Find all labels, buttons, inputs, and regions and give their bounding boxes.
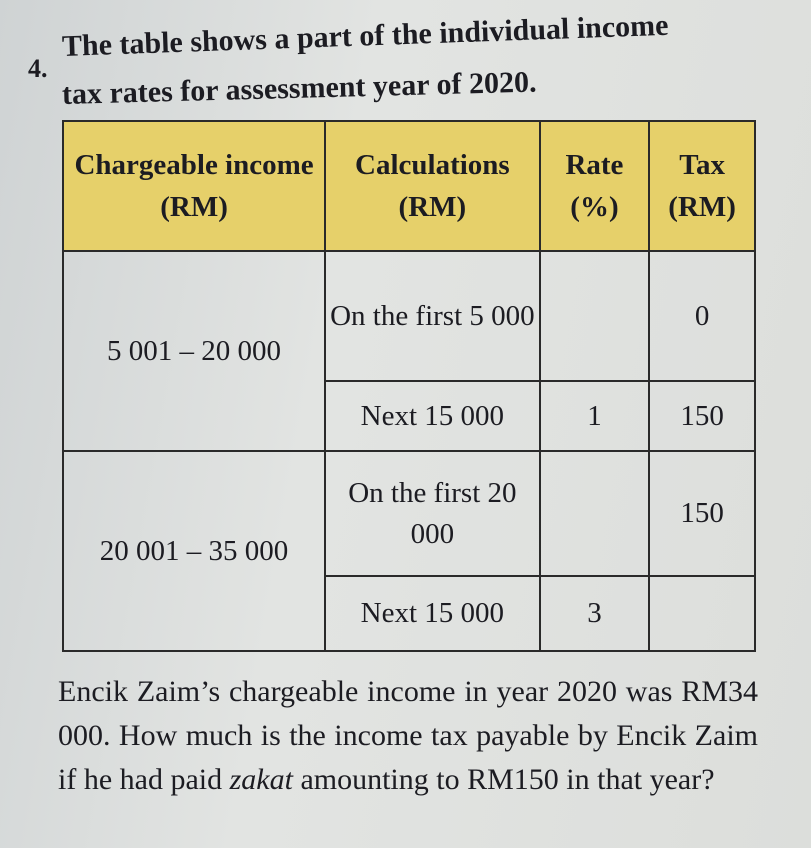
tax-cell (648, 575, 756, 652)
question-paragraph: Encik Zaim’s chargeable income in year 2… (58, 670, 758, 802)
income-cell: 20 001 – 35 000 (61, 450, 327, 652)
table-row: 5 001 – 20 000 On the first 5 000 0 (61, 250, 756, 452)
header-calculations: Calculations (RM) (324, 120, 541, 252)
header-income: Chargeable income (RM) (61, 120, 327, 252)
calc-cell: Next 15 000 (324, 575, 541, 652)
rate-cell (538, 450, 651, 577)
table-header-row: Chargeable income (RM) Calculations (RM)… (61, 120, 756, 252)
tax-cell: 0 (648, 250, 756, 382)
rate-cell: 3 (538, 575, 651, 652)
table-row: Next 15 000 3 (63, 575, 756, 652)
table-row: Next 15 000 1 150 (63, 380, 756, 452)
header-rate: Rate (%) (538, 120, 651, 252)
income-cell: 5 001 – 20 000 (61, 250, 327, 452)
paragraph-italic-zakat: zakat (229, 763, 293, 796)
calc-cell: On the first 20 000 (324, 450, 541, 577)
calc-cell: On the first 5 000 (324, 250, 541, 382)
tax-rate-table: Chargeable income (RM) Calculations (RM)… (61, 120, 756, 652)
rate-cell: 1 (538, 380, 651, 452)
paragraph-text-2: amounting to RM150 in that year? (292, 763, 715, 796)
paragraph-text-1: Encik Zaim’s chargeable income in year 2… (58, 675, 758, 796)
rate-cell (538, 250, 651, 382)
tax-cell: 150 (648, 450, 756, 577)
table-row: 20 001 – 35 000 On the first 20 000 150 (61, 450, 756, 652)
question-number: 4. (28, 54, 48, 83)
tax-cell: 150 (648, 380, 756, 452)
calc-cell: Next 15 000 (324, 380, 541, 452)
header-tax: Tax (RM) (648, 120, 756, 252)
